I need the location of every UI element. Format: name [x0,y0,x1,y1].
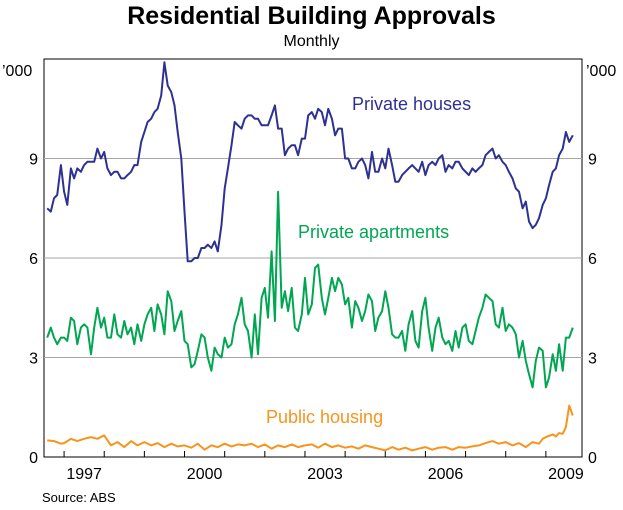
source-note: Source: ABS [42,490,116,505]
x-tick-label-1997: 1997 [66,466,102,483]
y-tick-left-3: 3 [29,351,38,368]
x-tick-label-2009: 2009 [548,466,584,483]
y-tick-right-6: 6 [588,251,597,268]
series-line-apartments [46,190,574,389]
y-tick-left-6: 6 [29,251,38,268]
x-tick-label-2003: 2003 [307,466,343,483]
chart-subtitle: Monthly [283,33,340,50]
y-tick-left-9: 9 [29,152,38,169]
axis-ticks: 0 0 3 3 6 6 9 9 1997 2000 2003 2006 2009 [29,152,597,484]
y-unit-label-left: ’000 [2,63,32,80]
gridlines [44,158,582,358]
chart-title: Residential Building Approvals [127,2,496,30]
x-tick-label-2000: 2000 [187,466,223,483]
y-tick-right-9: 9 [588,152,597,169]
series-label-private-apartments: Private apartments [298,222,449,242]
y-tick-left-0: 0 [29,450,38,467]
series-line-public [47,404,574,452]
series-line-houses [46,61,574,263]
y-tick-right-3: 3 [588,351,597,368]
y-tick-right-0: 0 [588,450,597,467]
series-label-private-houses: Private houses [352,94,471,114]
x-tick-label-2006: 2006 [428,466,464,483]
series-label-public-housing: Public housing [266,407,383,427]
series-lines [46,61,574,452]
y-unit-label-right: ’000 [586,63,616,80]
